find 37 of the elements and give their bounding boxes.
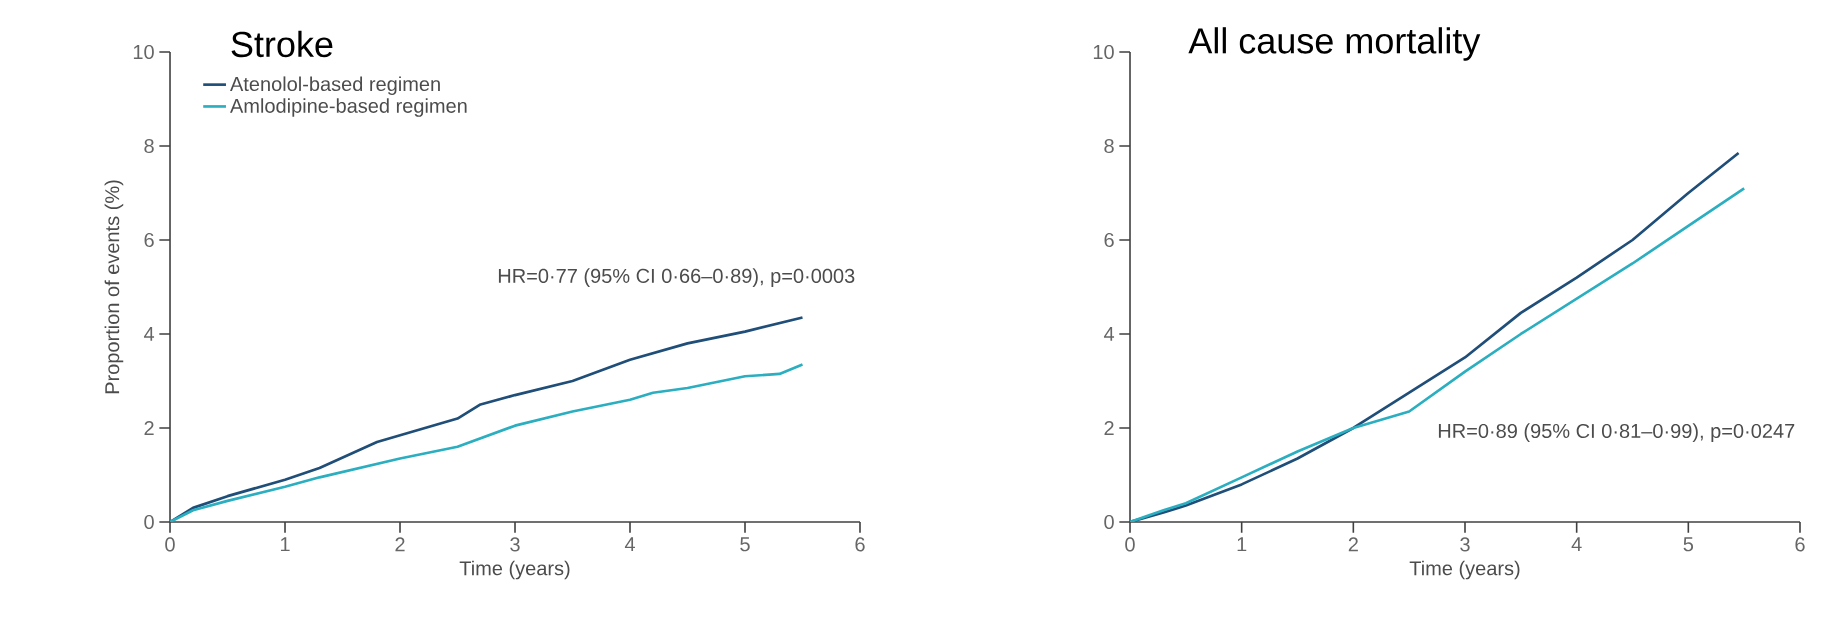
y-tick-label: 4: [143, 327, 155, 341]
x-tick-label: 5: [740, 537, 750, 552]
x-tick-label: 0: [165, 537, 175, 552]
x-tick-label: 4: [1571, 537, 1582, 552]
y-tick-label: 0: [144, 514, 154, 530]
x-tick-label: 4: [624, 537, 635, 552]
y-axis-title: Proportion of events (%): [104, 180, 124, 394]
x-tick-label: 6: [1795, 537, 1805, 552]
annotation: HR=0·77 (95% CI 0·66–0·89), p=0·0003: [498, 268, 855, 287]
y-tick-label: 2: [1104, 421, 1114, 435]
line-series: [170, 363, 804, 522]
x-axis-title: Time (years): [459, 560, 570, 580]
x-tick-label: 5: [1683, 537, 1694, 552]
legend-label: Amlodipine-based regimen: [230, 98, 467, 117]
x-tick-label: 3: [510, 537, 520, 552]
x-tick-label: 2: [1348, 537, 1358, 552]
chart-title: Stroke: [231, 30, 333, 58]
legend-label: Atenolol-based regimen: [230, 76, 440, 96]
annotation: HR=0·89 (95% CI 0·81–0·99), p=0·0247: [1438, 423, 1795, 442]
y-tick-label: 10: [133, 44, 154, 60]
x-tick-label: 2: [395, 537, 405, 552]
y-tick-label: 2: [144, 421, 154, 435]
y-tick-label: 8: [1104, 138, 1114, 154]
y-tick-label: 6: [144, 232, 154, 248]
x-tick-label: 0: [1125, 537, 1135, 552]
line-series: [170, 316, 804, 522]
x-tick-label: 6: [855, 537, 865, 552]
y-tick-label: 0: [1104, 514, 1114, 530]
x-tick-label: 1: [1237, 537, 1247, 552]
chart-title: All cause mortality: [1188, 27, 1481, 61]
y-tick-label: 8: [144, 138, 154, 154]
x-tick-label: 1: [280, 537, 290, 552]
y-tick-label: 4: [1103, 327, 1115, 341]
y-tick-label: 6: [1104, 232, 1114, 248]
x-tick-label: 3: [1460, 537, 1470, 552]
x-axis-title: Time (years): [1409, 560, 1520, 580]
y-tick-label: 10: [1093, 44, 1114, 60]
